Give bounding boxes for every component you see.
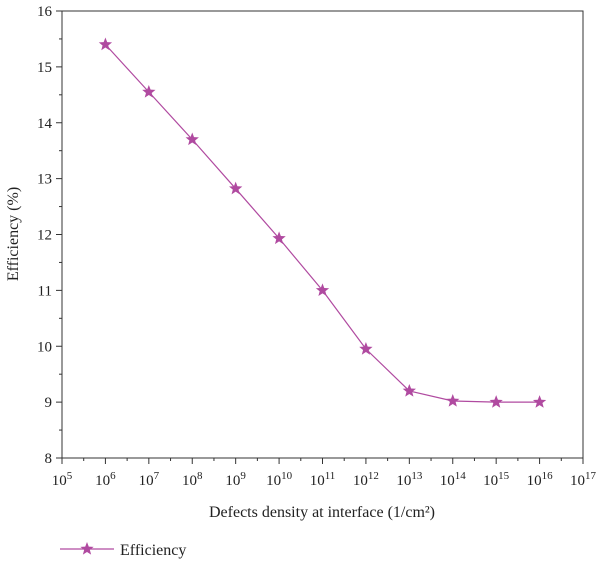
series-layer — [98, 37, 547, 408]
y-tick-label: 16 — [37, 4, 53, 20]
data-point-star — [489, 395, 503, 408]
data-point-star — [98, 37, 113, 51]
data-point-star — [402, 383, 416, 397]
y-tick-label: 8 — [45, 451, 53, 467]
plot-frame — [61, 10, 584, 459]
x-tick-label: 1011 — [310, 470, 336, 489]
x-tick-label: 1015 — [483, 470, 510, 489]
data-point-star — [185, 132, 199, 146]
x-tick-label: 1012 — [353, 470, 379, 489]
y-axis-title: Efficiency (%) — [5, 187, 22, 281]
y-tick-label: 15 — [37, 60, 52, 76]
series-line — [104, 44, 540, 403]
data-point-star — [359, 342, 373, 355]
data-point-star — [142, 85, 156, 98]
y-tick-label: 13 — [37, 172, 52, 188]
x-tick-label: 1013 — [396, 470, 423, 489]
data-point-star — [446, 394, 460, 407]
y-tick-label: 14 — [37, 116, 53, 132]
x-tick-label: 1016 — [527, 470, 554, 489]
x-tick-label: 106 — [95, 470, 116, 489]
x-tick-label: 105 — [52, 470, 73, 489]
x-axis: 105 106 107 108 109 1010 1011 1012 1013 1014 1015 1… — [52, 458, 597, 489]
y-axis: 8 9 10 11 12 13 14 15 16 — [37, 4, 62, 467]
data-point-star — [532, 395, 547, 408]
y-tick-label: 12 — [37, 228, 52, 244]
y-tick-label: 9 — [45, 395, 53, 411]
x-tick-label: 108 — [182, 470, 203, 489]
legend-star-marker — [80, 542, 94, 555]
data-point-star — [272, 231, 286, 245]
legend: Efficiency — [60, 542, 186, 559]
x-tick-label: 1014 — [440, 470, 467, 489]
data-point-star — [229, 181, 243, 195]
x-tick-label: 107 — [139, 470, 160, 489]
y-tick-label: 10 — [37, 339, 52, 355]
x-tick-label: 109 — [225, 470, 246, 489]
y-tick-label: 11 — [38, 283, 52, 299]
legend-label: Efficiency — [120, 542, 186, 559]
x-tick-label: 1010 — [266, 470, 293, 489]
x-tick-label: 1017 — [570, 470, 597, 489]
data-point-star — [315, 283, 330, 297]
x-axis-title: Defects density at interface (1/cm²) — [209, 504, 435, 521]
